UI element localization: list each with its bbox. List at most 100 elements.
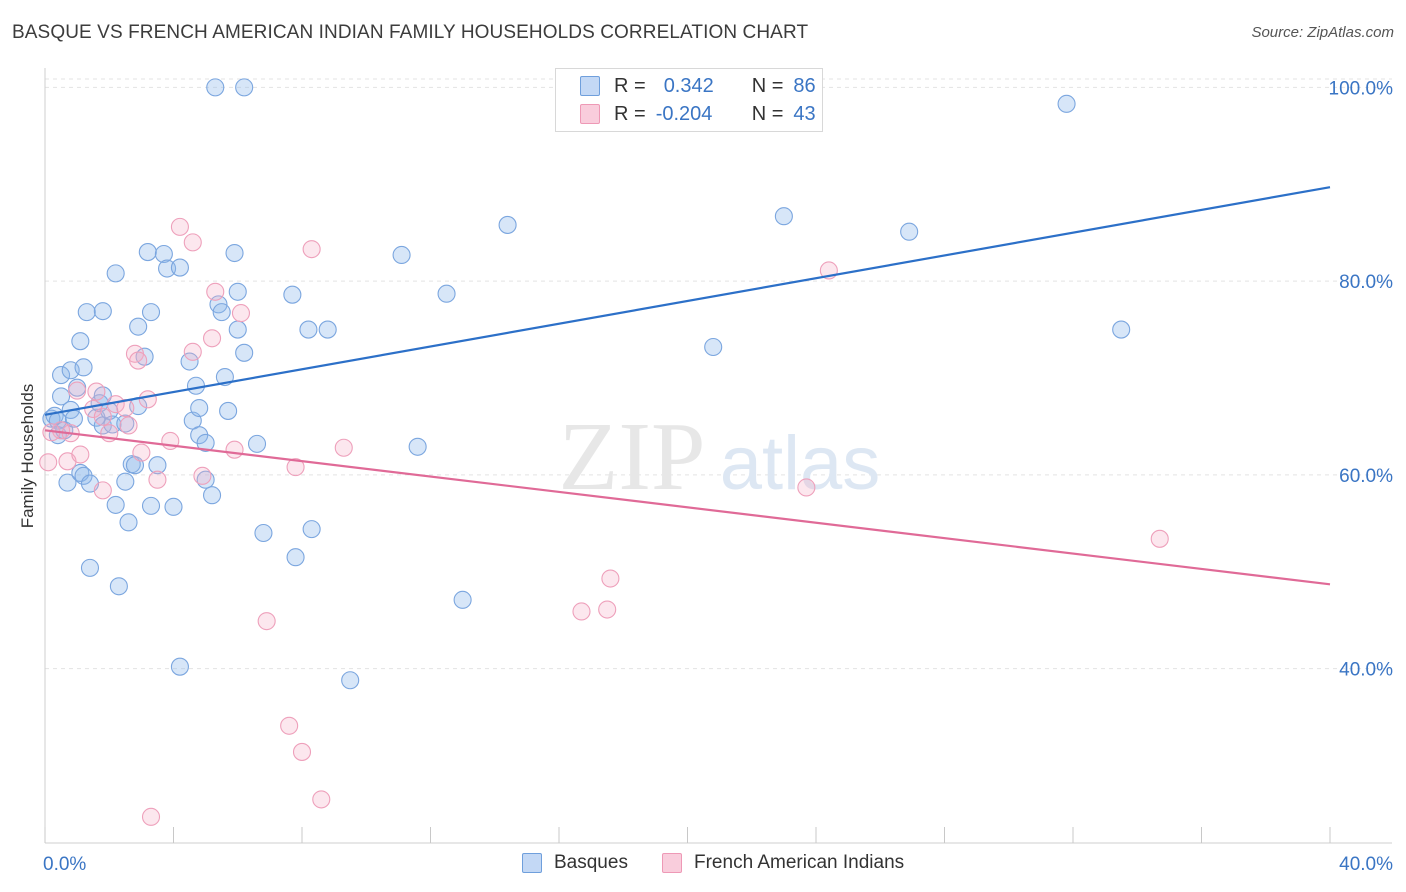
point-french [280, 716, 299, 735]
source-label: Source: ZipAtlas.com [1251, 24, 1394, 41]
point-french [286, 458, 305, 477]
point-french [203, 329, 222, 348]
legend-swatch-french [580, 104, 600, 124]
x-tick-label: 40.0% [1339, 854, 1393, 875]
point-basques [71, 332, 90, 351]
point-french [119, 416, 138, 435]
legend-n-label: N = [751, 74, 784, 97]
legend-swatch-basques [580, 76, 600, 96]
point-basques [408, 437, 427, 456]
point-french [138, 390, 157, 409]
point-basques [116, 472, 135, 491]
point-basques [58, 473, 77, 492]
point-basques [219, 401, 238, 420]
point-basques [341, 671, 360, 690]
point-basques [203, 486, 222, 505]
point-basques [299, 320, 318, 339]
watermark: ZIP atlas [559, 403, 881, 511]
y-tick-label: 60.0% [1339, 466, 1393, 487]
point-basques [148, 456, 167, 475]
point-basques [158, 259, 177, 278]
point-basques [235, 78, 254, 97]
trend-lines [44, 186, 1331, 586]
point-basques [392, 245, 411, 265]
trend-line-basques [44, 186, 1331, 416]
point-basques [119, 513, 138, 532]
watermark-zip: ZIP [559, 403, 706, 511]
point-french [231, 304, 251, 323]
point-french [93, 407, 112, 426]
tick-labels: 40.0% 60.0% 80.0% 100.0% 0.0% 40.0% [43, 78, 1393, 875]
point-french [141, 807, 161, 826]
point-french [334, 438, 353, 457]
point-basques [247, 434, 267, 453]
series-legend-french: French American Indians [662, 850, 904, 876]
y-tick-label: 80.0% [1339, 272, 1393, 293]
point-basques [498, 215, 517, 234]
point-french [132, 443, 151, 462]
point-french [71, 445, 90, 464]
y-axis-label: Family Households [18, 383, 37, 529]
data-points [39, 78, 1169, 826]
point-basques [196, 433, 215, 452]
chart-title: BASQUE VS FRENCH AMERICAN INDIAN FAMILY … [12, 22, 809, 43]
point-basques [129, 317, 148, 336]
point-basques [138, 243, 157, 262]
point-basques [212, 303, 231, 322]
point-basques [77, 303, 96, 322]
axes [44, 68, 1392, 844]
series-legend-label-basques: Basques [554, 852, 628, 873]
legend-n-value: 43 [793, 102, 816, 125]
point-basques [437, 284, 456, 303]
point-basques [302, 520, 321, 539]
point-basques [109, 577, 128, 596]
point-french [183, 233, 202, 252]
legend-row-french: R = -0.204 N = 43 [556, 101, 816, 127]
point-basques [254, 523, 273, 543]
point-basques [1057, 94, 1076, 113]
point-basques [52, 366, 71, 385]
series-legend-swatch-french [662, 853, 682, 873]
legend-row-basques: R = 0.342 N = 86 [556, 73, 816, 99]
point-basques [141, 496, 161, 515]
point-french [312, 790, 331, 809]
point-basques [116, 414, 135, 433]
point-french [193, 466, 212, 485]
point-french [257, 612, 276, 631]
point-french [225, 440, 244, 459]
legend-r-label: R = [614, 102, 646, 125]
gridlines [45, 78, 1392, 670]
series-legend-label-french: French American Indians [694, 852, 905, 873]
point-basques [106, 495, 125, 514]
point-basques [190, 398, 209, 418]
point-basques [141, 303, 161, 322]
point-basques [235, 343, 254, 362]
point-basques [52, 387, 71, 406]
point-basques [170, 258, 189, 277]
point-basques [283, 285, 302, 304]
point-basques [164, 497, 183, 516]
series-legend-swatch-basques [522, 853, 542, 873]
legend-r-value: -0.204 [655, 102, 713, 125]
point-basques [93, 302, 112, 321]
point-basques [106, 264, 125, 283]
point-french [206, 282, 225, 301]
point-french [601, 569, 620, 588]
point-french [797, 478, 816, 497]
point-basques [206, 78, 225, 97]
point-basques [453, 590, 472, 609]
point-basques [186, 376, 206, 395]
stats-legend: R = 0.342 N = 86 R = -0.204 N = 43 [555, 68, 823, 132]
point-french [1150, 529, 1169, 548]
y-tick-label: 100.0% [1329, 78, 1394, 99]
point-french [183, 342, 202, 361]
watermark-atlas: atlas [720, 421, 881, 506]
point-french [87, 382, 106, 401]
point-basques [80, 558, 100, 577]
point-french [170, 217, 189, 236]
point-basques [900, 222, 919, 241]
trend-line-french [44, 429, 1331, 586]
point-french [39, 453, 58, 472]
point-french [572, 602, 591, 621]
